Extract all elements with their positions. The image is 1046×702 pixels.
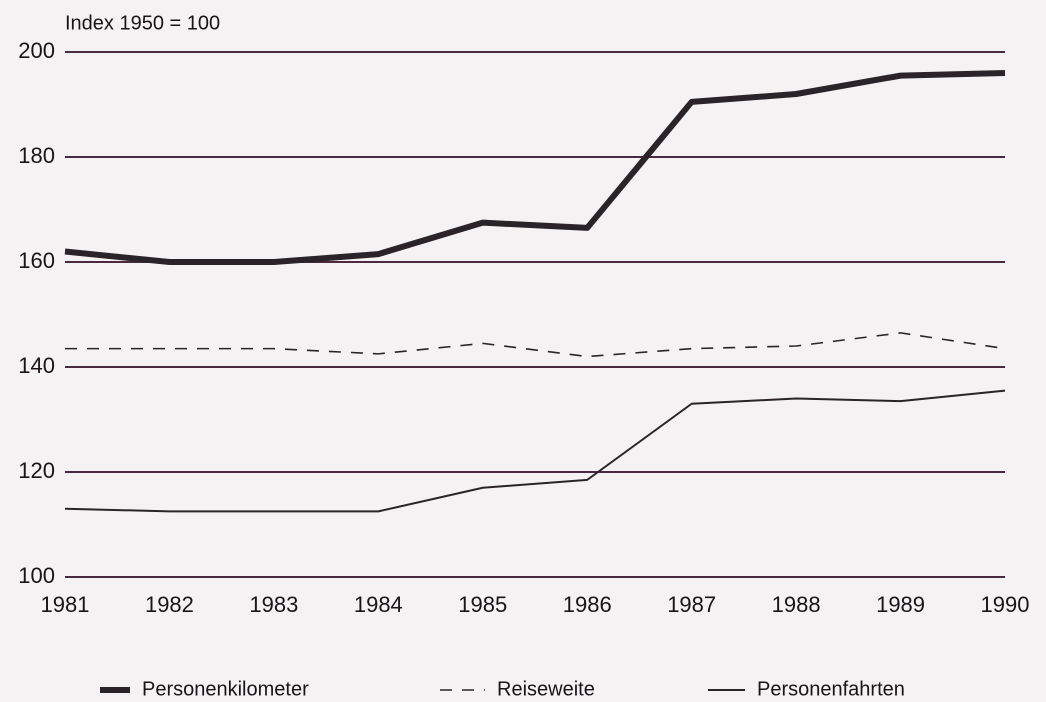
x-tick-label: 1989 [876, 592, 925, 617]
y-tick-label: 160 [18, 248, 55, 273]
data-line [64, 389, 1006, 513]
y-axis-label: Index 1950 = 100 [65, 12, 220, 34]
y-tick-label: 180 [18, 143, 55, 168]
x-tick-label: 1986 [563, 592, 612, 617]
x-tick-label: 1990 [981, 592, 1030, 617]
data-line [64, 70, 1006, 265]
legend-label: Reiseweite [497, 678, 595, 700]
y-tick-label: 100 [18, 563, 55, 588]
legend-label: Personenkilometer [142, 678, 309, 700]
x-tick-label: 1982 [145, 592, 194, 617]
y-tick-label: 140 [18, 353, 55, 378]
data-line [65, 332, 1006, 358]
x-tick-label: 1985 [458, 592, 507, 617]
x-tick-label: 1988 [772, 592, 821, 617]
x-tick-label: 1984 [354, 592, 403, 617]
x-tick-label: 1987 [667, 592, 716, 617]
y-tick-label: 200 [18, 38, 55, 63]
x-tick-label: 1983 [249, 592, 298, 617]
x-tick-label: 1981 [41, 592, 90, 617]
legend-label: Personenfahrten [757, 678, 905, 700]
y-tick-label: 120 [18, 458, 55, 483]
